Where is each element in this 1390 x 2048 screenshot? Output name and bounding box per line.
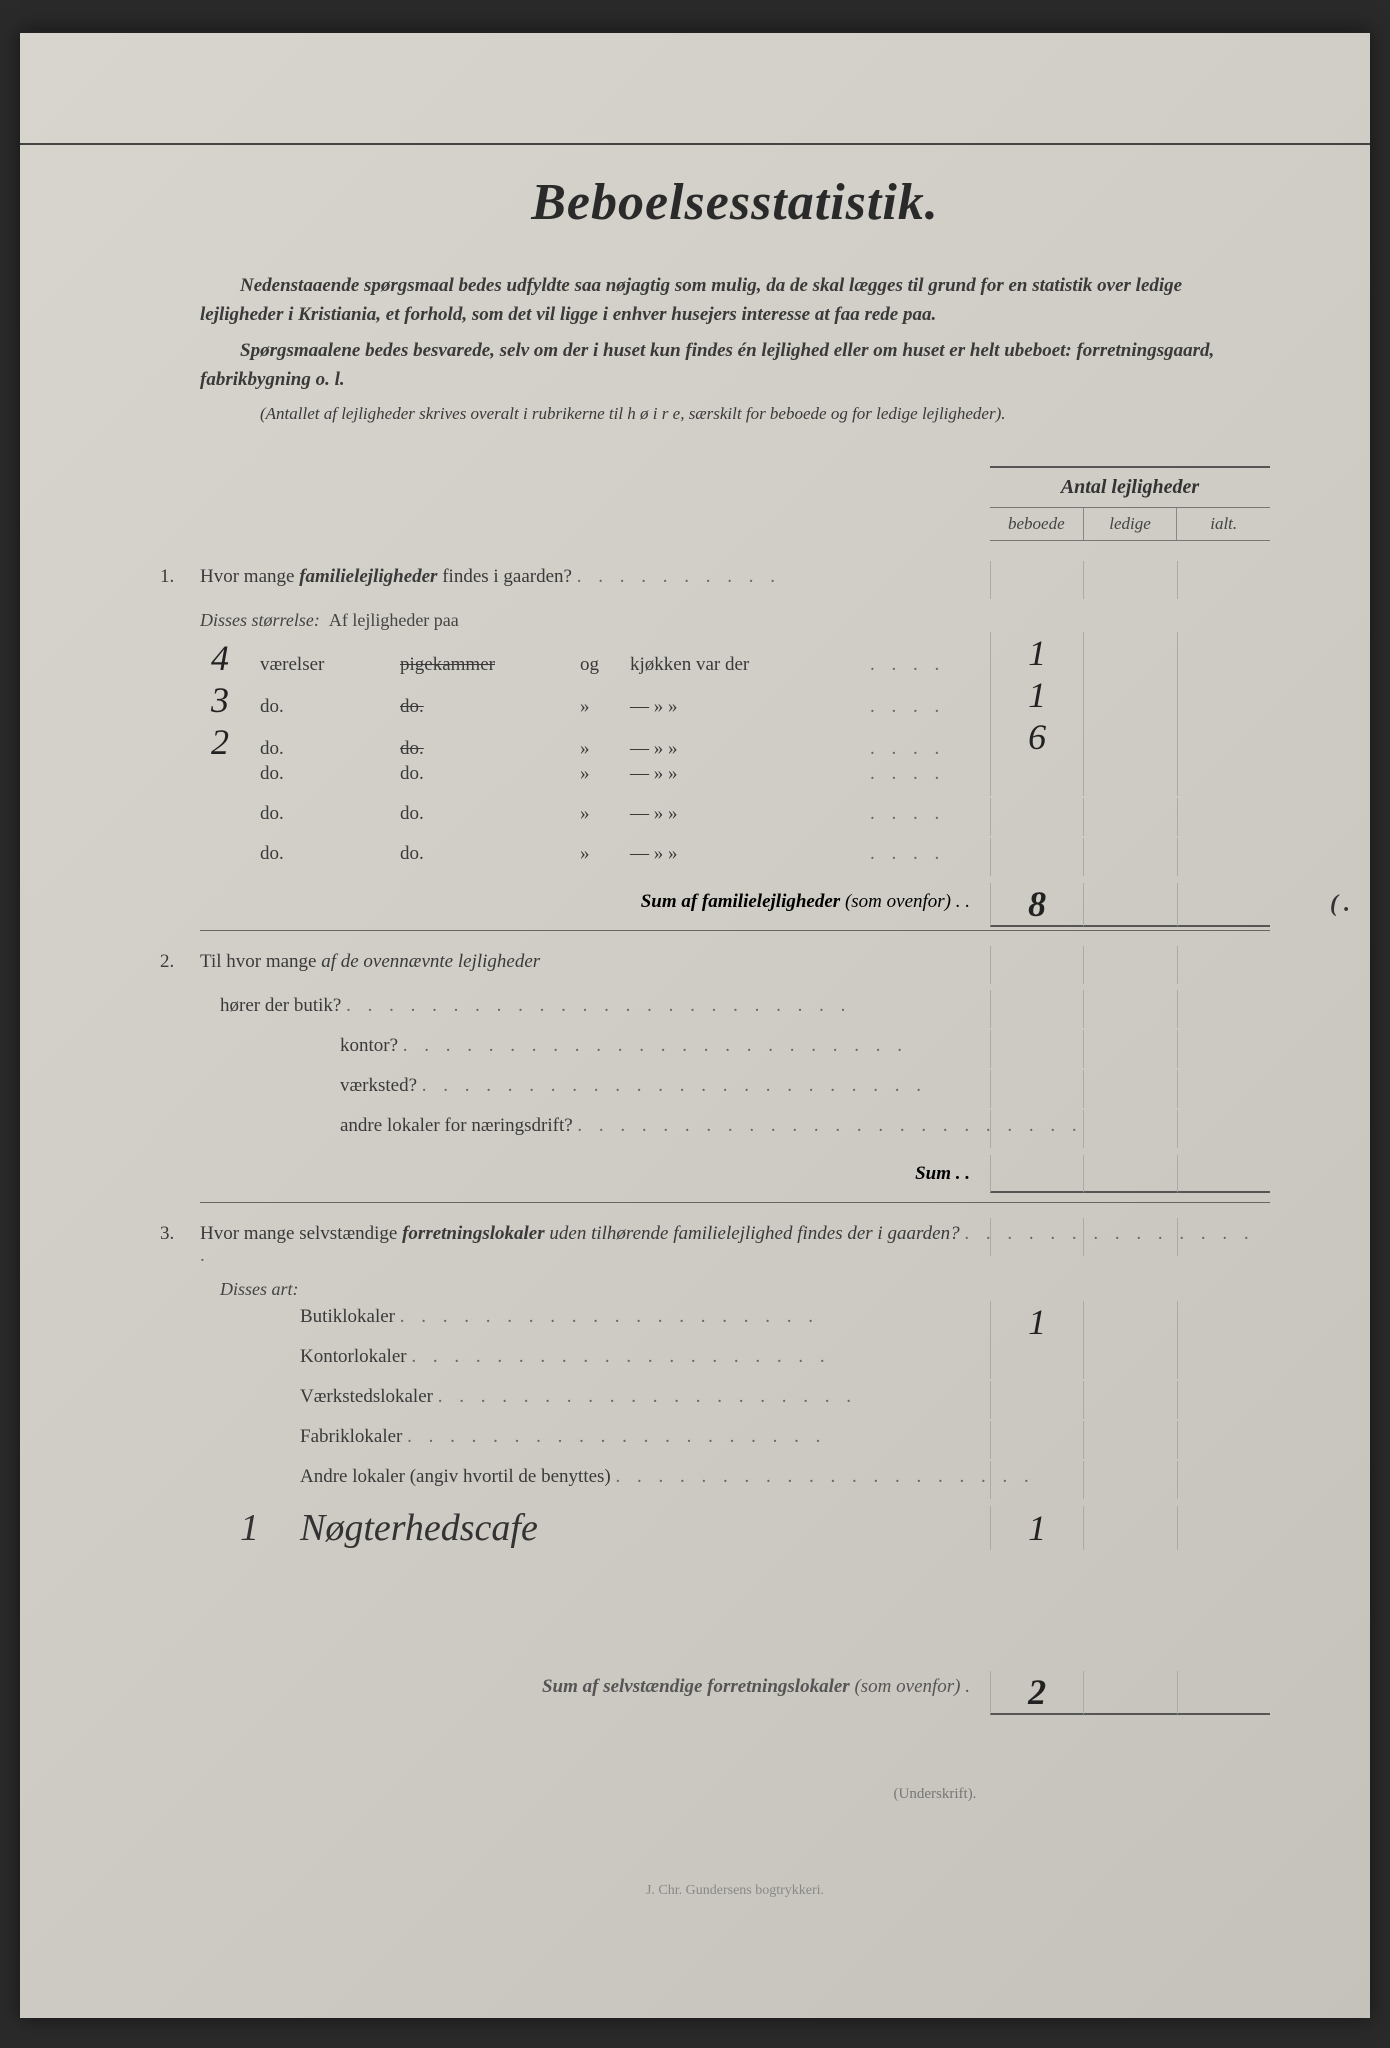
form-table: Antal lejligheder beboede ledige ialt. 1… [200, 466, 1270, 1899]
q3-label: Fabriklokaler [300, 1426, 402, 1447]
final-sum-value: 2 [1017, 1671, 1057, 1713]
cell-vaerelser: do. [260, 696, 400, 718]
cell-kjokken: — » » [630, 763, 870, 785]
hw-value: 1 [1017, 1507, 1057, 1549]
printer-credit: J. Chr. Gundersens bogtrykkeri. [200, 1883, 1270, 1899]
q2-row: værksted? . . . . . . . . . . . . . . . … [200, 1075, 1270, 1115]
q3-row: Butiklokaler . . . . . . . . . . . . . .… [200, 1306, 1270, 1346]
value-beboede: 1 [1017, 632, 1057, 674]
final-sum-row: Sum af selvstændige forretningslokaler (… [200, 1676, 1270, 1726]
q1-row: do. do. » — » » . . . . [200, 763, 1270, 803]
q2-emphasis: af de ovennævnte lejligheder [321, 951, 540, 972]
cell-pigekammer: do. [400, 803, 580, 825]
col-header-title: Antal lejligheder [990, 468, 1270, 508]
value-beboede: 6 [1017, 716, 1057, 758]
margin-mark: ( . [1330, 891, 1350, 918]
question-1: 1. Hvor mange familielejligheder findes … [200, 566, 1270, 598]
cell-pigekammer: do. [400, 696, 580, 718]
signature-label: (Underskrift). [200, 1786, 1270, 1803]
intro-note: (Antallet af lejligheder skrives overalt… [200, 402, 1270, 426]
cell-kjokken: — » » [630, 738, 870, 760]
q3-label: Kontorlokaler [300, 1346, 407, 1367]
q1-sublabel: Disses størrelse: Af lejligheder paa [200, 610, 1270, 631]
cell-pigekammer: do. [400, 738, 580, 760]
hw-rooms: 2 [200, 721, 240, 763]
q2-row: hører der butik? . . . . . . . . . . . .… [200, 995, 1270, 1035]
q2-label: andre lokaler for næringsdrift? [340, 1115, 573, 1136]
value-beboede: 1 [1017, 674, 1057, 716]
cell-pigekammer: pigekammer [400, 654, 580, 676]
column-header: Antal lejligheder beboede ledige ialt. [990, 466, 1270, 541]
q1-row: do. do. » — » » . . . . [200, 843, 1270, 883]
q1-row: do. do. » — » » . . . . [200, 803, 1270, 843]
q2-text-a: Til hvor mange [200, 951, 321, 972]
cell-kjokken: — » » [630, 843, 870, 865]
q2-label: hører der butik? [220, 995, 341, 1016]
q2-row: kontor? . . . . . . . . . . . . . . . . … [200, 1035, 1270, 1075]
hw-text: Nøgterhedscafe [300, 1507, 538, 1549]
question-2: 2. Til hvor mange af de ovennævnte lejli… [200, 951, 1270, 983]
col-ialt: ialt. [1176, 508, 1270, 540]
q1-sum-value: 8 [1017, 883, 1057, 925]
q2-label: kontor? [340, 1035, 398, 1056]
q3-emphasis: forretningslokaler [402, 1223, 545, 1244]
q2-row: andre lokaler for næringsdrift? . . . . … [200, 1115, 1270, 1155]
q1-row: 2 do. do. » — » » . . . . 6 [200, 721, 1270, 763]
document-page: Beboelsesstatistik. Nedenstaaende spørgs… [20, 30, 1370, 2018]
q1-row: 3 do. do. » — » » . . . . 1 [200, 679, 1270, 721]
q1-text-b: findes i gaarden? [437, 566, 572, 587]
q3-row: Kontorlokaler . . . . . . . . . . . . . … [200, 1346, 1270, 1386]
hw-count: 1 [240, 1506, 259, 1550]
q3-row: Værkstedslokaler . . . . . . . . . . . .… [200, 1386, 1270, 1426]
q3-row: Fabriklokaler . . . . . . . . . . . . . … [200, 1426, 1270, 1466]
q3-value: 1 [1017, 1301, 1057, 1343]
hw-rooms: 4 [200, 637, 240, 679]
cell-pigekammer: do. [400, 763, 580, 785]
q1-row: 4 værelser pigekammer og kjøkken var der… [200, 637, 1270, 679]
q2-label: værksted? [340, 1075, 417, 1096]
col-beboede: beboede [990, 508, 1083, 540]
q3-row: Andre lokaler (angiv hvortil de benyttes… [200, 1466, 1270, 1506]
q2-number: 2. [160, 951, 174, 973]
cell-vaerelser: do. [260, 763, 400, 785]
cell-pigekammer: do. [400, 843, 580, 865]
q3-text-a: Hvor mange selvstændige [200, 1223, 402, 1244]
cell-vaerelser: værelser [260, 654, 400, 676]
q2-sum-row: Sum . . [200, 1163, 1270, 1203]
q3-number: 3. [160, 1223, 174, 1245]
hw-rooms: 3 [200, 679, 240, 721]
q1-sum-label: Sum af familielejligheder [641, 891, 841, 912]
q1-sum-row: Sum af familielejligheder (som ovenfor) … [200, 891, 1270, 931]
intro-paragraph-1: Nedenstaaende spørgsmaal bedes udfyldte … [200, 272, 1270, 329]
q3-label: Butiklokaler [300, 1306, 395, 1327]
intro-paragraph-2: Spørgsmaalene bedes besvarede, selv om d… [200, 337, 1270, 394]
q1-sum-note: (som ovenfor) . . [845, 891, 970, 912]
q1-emphasis: familielejligheder [299, 566, 437, 587]
page-title: Beboelsesstatistik. [200, 173, 1270, 232]
dots: . . . . . . . . . . [577, 566, 781, 587]
question-3: 3. Hvor mange selvstændige forretningslo… [200, 1223, 1270, 1267]
q1-number: 1. [160, 566, 174, 588]
cell-kjokken: — » » [630, 803, 870, 825]
q3-text-b: uden tilhørende familielejlighed findes … [545, 1223, 960, 1244]
q3-sublabel: Disses art: [220, 1279, 1270, 1300]
q3-label: Værkstedslokaler [300, 1386, 433, 1407]
handwritten-line: 1 Nøgterhedscafe 1 [200, 1506, 1270, 1556]
cell-vaerelser: do. [260, 738, 400, 760]
q3-label: Andre lokaler (angiv hvortil de benyttes… [300, 1466, 611, 1487]
cell-kjokken: — » » [630, 696, 870, 718]
q1-text-a: Hvor mange [200, 566, 299, 587]
cell-vaerelser: do. [260, 803, 400, 825]
cell-vaerelser: do. [260, 843, 400, 865]
col-ledige: ledige [1083, 508, 1177, 540]
cell-kjokken: kjøkken var der [630, 654, 870, 676]
